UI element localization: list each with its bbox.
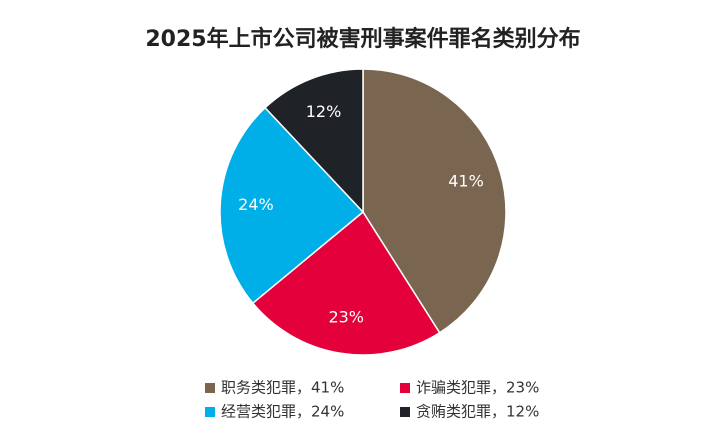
- pie-slice: [251, 210, 441, 356]
- slice-label: 12%: [306, 102, 342, 121]
- legend-swatch: [400, 407, 410, 417]
- legend-label: 职务类犯罪，41%: [221, 379, 344, 397]
- legend-swatch: [400, 383, 410, 393]
- pie-slice: [362, 68, 507, 334]
- legend-swatch: [205, 407, 215, 417]
- slice-label: 24%: [238, 195, 274, 214]
- legend-label: 诈骗类犯罪，23%: [416, 379, 539, 397]
- pie-slice: [219, 106, 365, 305]
- slice-label: 41%: [448, 172, 484, 191]
- legend-label: 经营类犯罪，24%: [221, 403, 344, 421]
- legend-label: 贪贿类犯罪，12%: [416, 403, 539, 421]
- chart-title: 2025年上市公司被害刑事案件罪名类别分布: [145, 26, 580, 52]
- legend-swatch: [205, 383, 215, 393]
- pie-slice: [264, 68, 364, 214]
- slice-label: 23%: [328, 307, 364, 326]
